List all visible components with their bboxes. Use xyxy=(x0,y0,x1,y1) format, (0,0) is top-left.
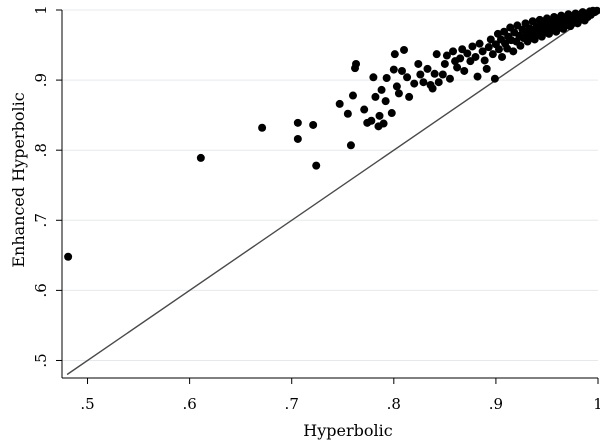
scatter-point xyxy=(346,141,355,150)
scatter-point xyxy=(438,70,447,79)
scatter-point xyxy=(498,52,507,61)
x-tick-label: .7 xyxy=(285,395,299,413)
x-tick-label: .5 xyxy=(80,395,94,413)
scatter-point xyxy=(516,41,525,50)
scatter-point xyxy=(503,44,512,53)
scatter-point xyxy=(397,66,406,75)
scatter-point xyxy=(371,92,380,101)
scatter-point xyxy=(293,134,302,143)
x-tick-label: .6 xyxy=(182,395,196,413)
scatter-point xyxy=(445,74,454,83)
scatter-point xyxy=(432,50,441,59)
scatter-point xyxy=(434,78,443,87)
scatter-point xyxy=(486,35,495,44)
scatter-point xyxy=(377,85,386,94)
scatter-point xyxy=(460,66,469,75)
scatter-point xyxy=(428,84,437,93)
scatter-point xyxy=(343,109,352,118)
scatter-point xyxy=(196,153,205,162)
y-tick-label: 1 xyxy=(32,5,50,15)
reference-line xyxy=(66,9,599,376)
scatter-point xyxy=(360,105,369,114)
scatter-point xyxy=(475,39,484,48)
scatter-point xyxy=(410,79,419,88)
scatter-point xyxy=(382,73,391,82)
scatter-point xyxy=(258,123,267,132)
y-tick-label: .6 xyxy=(32,283,50,297)
scatter-point xyxy=(482,64,491,73)
scatter-point xyxy=(478,47,487,56)
scatter-point xyxy=(335,99,344,108)
scatter-point xyxy=(468,42,477,51)
scatter-point xyxy=(312,161,321,170)
axes xyxy=(56,9,599,384)
scatter-point xyxy=(423,64,432,73)
y-tick-label: .7 xyxy=(32,213,50,227)
scatter-point xyxy=(389,65,398,74)
scatter-point xyxy=(367,116,376,125)
scatter-point xyxy=(375,111,384,120)
scatter-point xyxy=(414,59,423,68)
y-tick-label: .8 xyxy=(32,143,50,157)
scatter-point xyxy=(348,91,357,100)
scatter-point xyxy=(387,109,396,118)
scatter-point xyxy=(381,97,390,106)
scatter-point xyxy=(394,89,403,98)
scatter-point xyxy=(430,69,439,78)
reference-line-layer xyxy=(66,9,599,376)
tick-labels: .5 .6 .7 .8 .9 1 .5 .6 .7 .8 .9 1 xyxy=(32,5,600,413)
scatter-point xyxy=(480,56,489,65)
scatter-point xyxy=(64,252,73,261)
scatter-point xyxy=(471,52,480,61)
scatter-point xyxy=(449,47,458,56)
scatter-point xyxy=(369,73,378,82)
scatter-point xyxy=(490,74,499,83)
x-tick-label: .9 xyxy=(489,395,503,413)
scatter-point xyxy=(405,92,414,101)
gridlines xyxy=(62,9,598,361)
scatter-point xyxy=(309,120,318,129)
y-tick-label: .5 xyxy=(32,353,50,367)
scatter-point xyxy=(293,118,302,127)
data-points xyxy=(64,6,600,261)
scatter-point xyxy=(352,59,361,68)
scatter-point xyxy=(488,50,497,59)
scatter-point xyxy=(484,43,493,52)
scatter-point xyxy=(494,45,503,54)
x-tick-label: .8 xyxy=(387,395,401,413)
y-tick-label: .9 xyxy=(32,73,50,87)
scatter-point xyxy=(419,78,428,87)
scatter-point xyxy=(403,73,412,82)
scatter-point xyxy=(473,72,482,81)
scatter-point xyxy=(392,82,401,91)
scatter-point xyxy=(453,63,462,72)
y-axis-title: Enhanced Hyperbolic xyxy=(9,92,28,267)
scatter-point xyxy=(390,50,399,59)
scatter-point xyxy=(442,51,451,60)
scatter-point xyxy=(463,49,472,58)
scatter-point xyxy=(592,6,600,15)
scatter-point xyxy=(509,47,518,56)
x-axis-title: Hyperbolic xyxy=(303,421,392,440)
scatter-point xyxy=(400,45,409,54)
x-tick-label: 1 xyxy=(593,395,600,413)
scatter-point xyxy=(379,119,388,128)
scatter-point xyxy=(456,54,465,63)
scatter-point xyxy=(416,70,425,79)
scatter-point xyxy=(440,59,449,68)
